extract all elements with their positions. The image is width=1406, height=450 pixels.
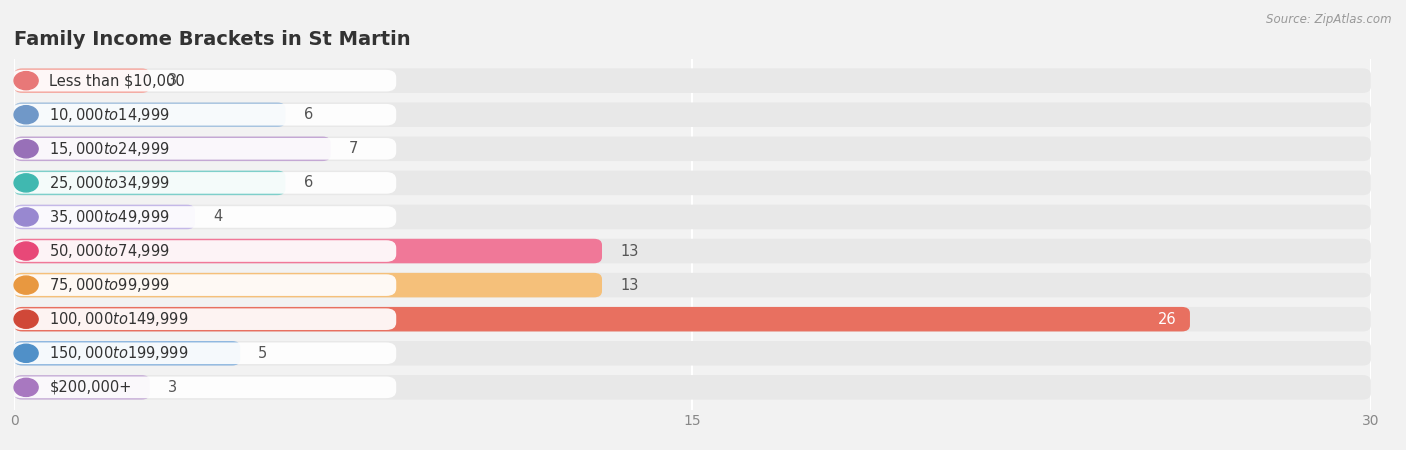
- FancyBboxPatch shape: [14, 375, 1371, 400]
- Text: 3: 3: [167, 380, 177, 395]
- FancyBboxPatch shape: [14, 273, 1371, 297]
- Circle shape: [14, 208, 38, 226]
- Circle shape: [14, 140, 38, 158]
- FancyBboxPatch shape: [14, 103, 1371, 127]
- FancyBboxPatch shape: [11, 172, 396, 194]
- FancyBboxPatch shape: [14, 205, 195, 229]
- Text: 7: 7: [349, 141, 359, 156]
- Text: 13: 13: [620, 278, 638, 292]
- Text: $50,000 to $74,999: $50,000 to $74,999: [49, 242, 170, 260]
- Text: 13: 13: [620, 243, 638, 259]
- FancyBboxPatch shape: [11, 377, 396, 398]
- Circle shape: [14, 242, 38, 260]
- Text: $15,000 to $24,999: $15,000 to $24,999: [49, 140, 170, 158]
- FancyBboxPatch shape: [14, 375, 149, 400]
- FancyBboxPatch shape: [14, 341, 1371, 365]
- FancyBboxPatch shape: [14, 136, 330, 161]
- Text: $75,000 to $99,999: $75,000 to $99,999: [49, 276, 170, 294]
- FancyBboxPatch shape: [14, 239, 1371, 263]
- FancyBboxPatch shape: [14, 239, 602, 263]
- FancyBboxPatch shape: [14, 171, 1371, 195]
- Text: Less than $10,000: Less than $10,000: [49, 73, 186, 88]
- Text: $25,000 to $34,999: $25,000 to $34,999: [49, 174, 170, 192]
- Text: 4: 4: [214, 209, 222, 225]
- Circle shape: [14, 174, 38, 192]
- FancyBboxPatch shape: [14, 205, 1371, 229]
- FancyBboxPatch shape: [14, 171, 285, 195]
- FancyBboxPatch shape: [11, 342, 396, 364]
- FancyBboxPatch shape: [14, 103, 285, 127]
- Text: Source: ZipAtlas.com: Source: ZipAtlas.com: [1267, 14, 1392, 27]
- FancyBboxPatch shape: [14, 341, 240, 365]
- FancyBboxPatch shape: [11, 240, 396, 262]
- FancyBboxPatch shape: [11, 70, 396, 91]
- Text: 5: 5: [259, 346, 267, 361]
- FancyBboxPatch shape: [14, 68, 1371, 93]
- Text: 6: 6: [304, 176, 312, 190]
- Text: Family Income Brackets in St Martin: Family Income Brackets in St Martin: [14, 30, 411, 49]
- Text: $200,000+: $200,000+: [49, 380, 132, 395]
- Circle shape: [14, 106, 38, 124]
- Text: $10,000 to $14,999: $10,000 to $14,999: [49, 106, 170, 124]
- FancyBboxPatch shape: [11, 104, 396, 126]
- Text: 6: 6: [304, 107, 312, 122]
- FancyBboxPatch shape: [14, 307, 1371, 332]
- Circle shape: [14, 378, 38, 396]
- FancyBboxPatch shape: [11, 308, 396, 330]
- FancyBboxPatch shape: [11, 206, 396, 228]
- FancyBboxPatch shape: [14, 136, 1371, 161]
- Text: $100,000 to $149,999: $100,000 to $149,999: [49, 310, 188, 328]
- Text: $150,000 to $199,999: $150,000 to $199,999: [49, 344, 188, 362]
- Circle shape: [14, 72, 38, 90]
- Text: 3: 3: [167, 73, 177, 88]
- FancyBboxPatch shape: [11, 138, 396, 160]
- Circle shape: [14, 310, 38, 328]
- Text: $35,000 to $49,999: $35,000 to $49,999: [49, 208, 170, 226]
- FancyBboxPatch shape: [14, 68, 149, 93]
- FancyBboxPatch shape: [14, 307, 1189, 332]
- Circle shape: [14, 276, 38, 294]
- FancyBboxPatch shape: [11, 274, 396, 296]
- FancyBboxPatch shape: [14, 273, 602, 297]
- Circle shape: [14, 344, 38, 362]
- Text: 26: 26: [1157, 312, 1177, 327]
